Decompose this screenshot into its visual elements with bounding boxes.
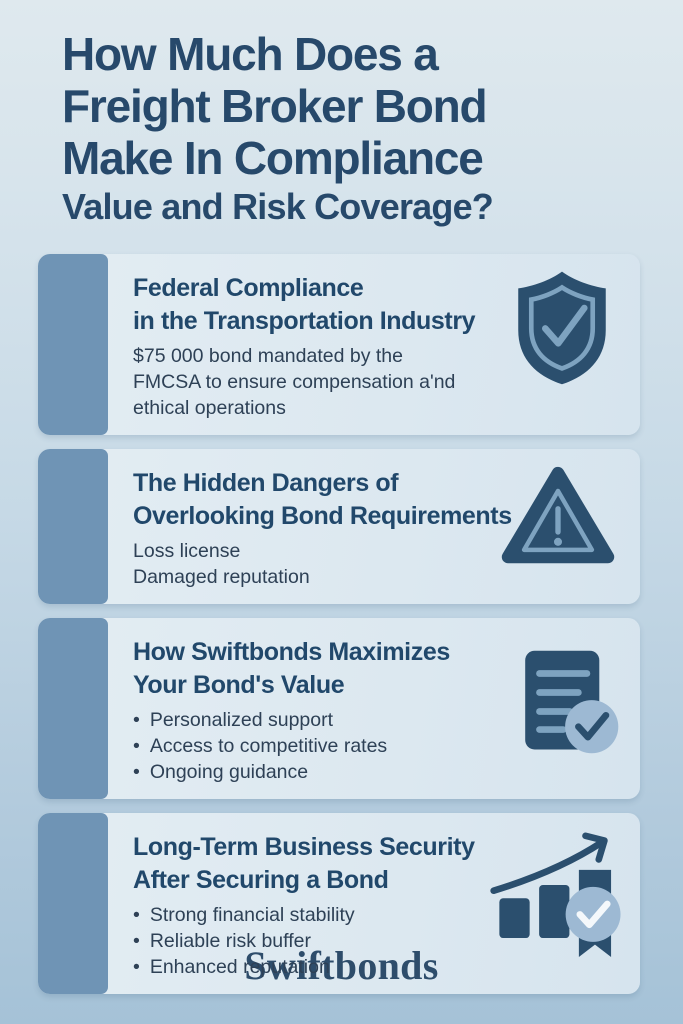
card-body: $75 000 bond mandated by the FMCSA to en… bbox=[133, 343, 475, 421]
card-title: The Hidden Dangers of Overlooking Bond R… bbox=[133, 467, 512, 533]
card-accent-bar bbox=[38, 813, 108, 994]
document-check-icon bbox=[510, 645, 624, 759]
card-item-2: Reliable risk buffer bbox=[133, 928, 475, 954]
card-title-line-2: After Securing a Bond bbox=[133, 866, 389, 894]
card-federal-compliance: Federal Compliance in the Transportation… bbox=[38, 254, 640, 435]
card-body-line-1: $75 000 bond mandated by the bbox=[133, 345, 403, 367]
card-item-1: Loss license bbox=[133, 540, 241, 562]
card-item-list: Personalized support Access to competiti… bbox=[133, 707, 450, 785]
card-item-3: Enhanced reputation bbox=[133, 954, 475, 980]
card-title-line-1: How Swiftbonds Maximizes bbox=[133, 638, 450, 666]
card-content: How Swiftbonds Maximizes Your Bond's Val… bbox=[108, 618, 450, 799]
card-content: Long-Term Business Security After Securi… bbox=[108, 813, 475, 994]
card-accent-bar bbox=[38, 449, 108, 604]
card-hidden-dangers: The Hidden Dangers of Overlooking Bond R… bbox=[38, 449, 640, 604]
card-body-line-3: ethical operations bbox=[133, 397, 286, 419]
card-accent-bar bbox=[38, 254, 108, 435]
card-long-term-security: Long-Term Business Security After Securi… bbox=[38, 813, 640, 994]
card-title: How Swiftbonds Maximizes Your Bond's Val… bbox=[133, 636, 450, 702]
page-subtitle: Value and Risk Coverage? bbox=[62, 186, 494, 227]
card-title: Federal Compliance in the Transportation… bbox=[133, 272, 476, 338]
card-list: Federal Compliance in the Transportation… bbox=[38, 254, 640, 994]
warning-triangle-icon bbox=[500, 464, 616, 567]
card-item-2: Damaged reputation bbox=[133, 566, 310, 588]
card-item-1: Strong financial stability bbox=[133, 902, 475, 928]
card-accent-bar bbox=[38, 618, 108, 799]
card-title-line-2: in the Transportation Industry bbox=[133, 307, 476, 335]
card-content: Federal Compliance in the Transportation… bbox=[108, 254, 476, 435]
card-content: The Hidden Dangers of Overlooking Bond R… bbox=[108, 449, 512, 604]
card-title-line-2: Overlooking Bond Requirements bbox=[133, 502, 512, 530]
card-item-list: Loss license Damaged reputation bbox=[133, 538, 512, 590]
card-body-line-2: FMCSA to ensure compensation a'nd bbox=[133, 371, 456, 393]
card-title-line-1: Federal Compliance bbox=[133, 274, 364, 302]
card-swiftbonds-maximizes-value: How Swiftbonds Maximizes Your Bond's Val… bbox=[38, 618, 640, 799]
page-title: How Much Does a Freight Broker Bond Make… bbox=[0, 0, 683, 228]
card-item-1: Personalized support bbox=[133, 707, 450, 733]
card-title-line-1: The Hidden Dangers of bbox=[133, 469, 399, 497]
card-item-list: Strong financial stability Reliable risk… bbox=[133, 902, 475, 980]
growth-chart-badge-icon bbox=[488, 828, 630, 961]
card-title-line-1: Long-Term Business Security bbox=[133, 833, 475, 861]
card-item-3: Ongoing guidance bbox=[133, 759, 450, 785]
shield-check-icon bbox=[506, 267, 618, 388]
page-title-line-1: How Much Does a bbox=[62, 28, 439, 80]
card-item-2: Access to competitive rates bbox=[133, 733, 450, 759]
card-title: Long-Term Business Security After Securi… bbox=[133, 831, 475, 897]
page-title-line-3: Make In Compliance bbox=[62, 132, 484, 184]
card-title-line-2: Your Bond's Value bbox=[133, 671, 345, 699]
page-title-line-2: Freight Broker Bond bbox=[62, 80, 488, 132]
